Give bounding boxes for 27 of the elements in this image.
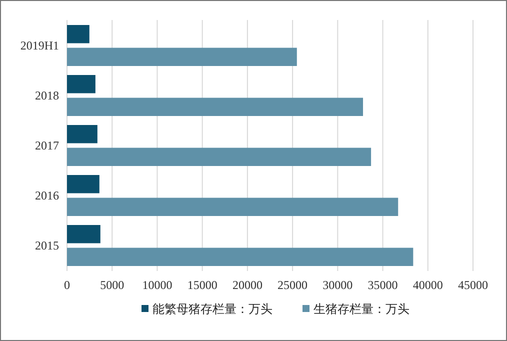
x-tick-label: 0 [64,278,70,292]
x-tick-label: 35000 [368,278,398,292]
bar [67,175,100,194]
bar [67,25,90,44]
bar [67,125,98,144]
bar [67,198,398,216]
y-tick-label: 2015 [35,238,59,252]
x-tick-label: 20000 [232,278,262,292]
y-tick-label: 2016 [35,188,59,202]
bar [67,75,96,94]
x-tick-label: 15000 [187,278,218,292]
bar [67,248,414,266]
legend-label: 能繁母猪存栏量：万头 [152,302,272,316]
y-tick-label: 2017 [35,138,59,152]
x-tick-label: 25000 [278,278,308,292]
x-tick-label: 40000 [412,278,443,292]
legend-label: 生猪存栏量：万头 [314,302,410,316]
x-tick-label: 10000 [142,278,172,292]
bar [67,148,372,166]
bar [67,98,364,116]
y-tick-label: 2019H1 [20,38,59,52]
x-tick-label: 45000 [458,278,488,292]
y-tick-label: 2018 [35,88,59,102]
x-tick-label: 5000 [100,278,124,292]
bar [67,225,100,244]
x-tick-label: 30000 [322,278,353,292]
bar [67,48,297,66]
